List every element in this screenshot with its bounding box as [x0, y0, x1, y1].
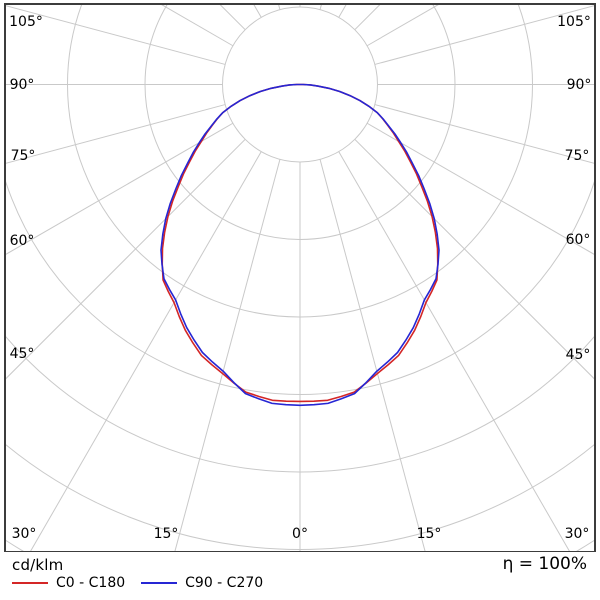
plot-border — [4, 3, 596, 552]
polar-grid-spoke — [338, 151, 570, 551]
angle-label: 45° — [10, 346, 35, 362]
angle-label: 0° — [292, 526, 308, 542]
angle-label: 75° — [565, 148, 590, 164]
angle-label: 45° — [566, 347, 591, 363]
polar-grid-spoke — [6, 5, 226, 65]
efficiency-label: η = 100% — [502, 554, 587, 574]
polar-chart-canvas: 105° 90° 75° 60° 45° 30° 15° 0° 15° 30° 105° 90° 75°… — [4, 3, 596, 552]
angle-label: 75° — [11, 148, 36, 164]
angle-label: 60° — [566, 232, 591, 248]
angle-label: 105° — [9, 14, 43, 30]
angle-label: 105° — [557, 14, 591, 30]
angle-label: 60° — [10, 233, 35, 249]
polar-grid-spoke — [30, 151, 262, 551]
legend-line-c0-c180-icon — [12, 582, 48, 584]
unit-label: cd/klm — [12, 556, 64, 574]
polar-grid-spoke — [174, 159, 281, 551]
angle-label: 30° — [565, 526, 590, 542]
legend-label-c0-c180: C0 - C180 — [56, 575, 126, 591]
legend-item-c90-c270: C90 - C270 — [141, 575, 263, 591]
polar-grid-spoke — [319, 159, 426, 551]
polar-grid-spoke — [6, 104, 226, 164]
curve-c0-c180 — [161, 83, 439, 403]
polar-grid-spoke — [366, 122, 594, 255]
angle-label: 15° — [417, 526, 442, 542]
polar-grid-spoke — [374, 5, 594, 65]
angle-label: 90° — [10, 77, 35, 93]
polar-grid-spoke — [6, 138, 246, 380]
angle-label: 15° — [154, 526, 179, 542]
legend-label-c90-c270: C90 - C270 — [185, 575, 264, 591]
polar-grid — [6, 5, 594, 551]
angle-label: 30° — [12, 526, 37, 542]
curve-c90-c270 — [160, 83, 440, 407]
legend: C0 - C180 C90 - C270 — [12, 575, 263, 591]
angle-labels: 105° 90° 75° 60° 45° 30° 15° 0° 15° 30° 105° 90° 75°… — [9, 14, 591, 542]
angle-label: 90° — [567, 77, 592, 93]
polar-grid-spoke — [6, 122, 234, 255]
polar-grid-spoke — [374, 104, 594, 164]
legend-line-c90-c270-icon — [141, 582, 178, 584]
intensity-curves — [160, 83, 440, 407]
polar-grid-spoke — [354, 138, 594, 380]
legend-item-c0-c180: C0 - C180 — [12, 575, 125, 591]
